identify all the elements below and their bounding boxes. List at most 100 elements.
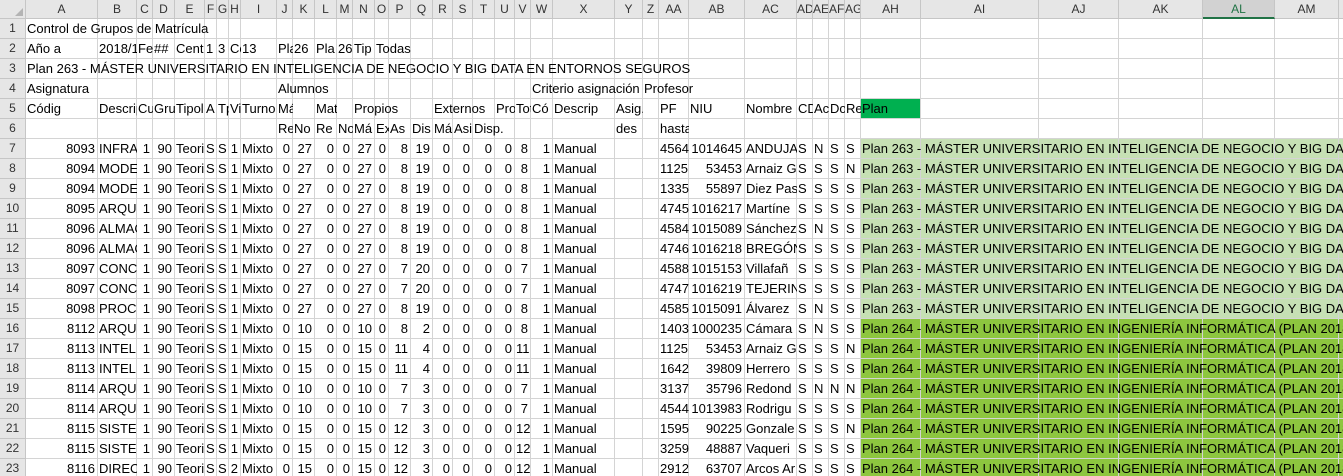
cell-ad11[interactable]: S: [798, 221, 807, 236]
cell-aa23[interactable]: 2912: [660, 461, 689, 476]
cell-c19[interactable]: 1: [142, 381, 150, 396]
cell-x14[interactable]: Manual: [554, 281, 597, 296]
cell-w21[interactable]: 1: [542, 421, 550, 436]
cell-p20[interactable]: 7: [400, 401, 408, 416]
cell-g11[interactable]: S: [218, 221, 227, 236]
cell-g18[interactable]: S: [218, 361, 227, 376]
row-header-8[interactable]: 8: [0, 159, 26, 179]
cell-c9[interactable]: 1: [142, 181, 150, 196]
cell-h8[interactable]: 1: [230, 161, 238, 176]
cell-b2[interactable]: 2018/1: [99, 41, 137, 56]
cell-r16[interactable]: 0: [442, 321, 450, 336]
cell-l21[interactable]: 0: [326, 421, 334, 436]
cell-k19[interactable]: 10: [297, 381, 312, 396]
row-header-2[interactable]: 2: [0, 39, 26, 59]
cell-b11[interactable]: ALMAC: [99, 221, 137, 236]
cell-ae20[interactable]: S: [814, 401, 823, 416]
cell-ac17[interactable]: Arnaiz G: [746, 341, 797, 356]
cell-k14[interactable]: 27: [297, 281, 312, 296]
cell-ac15[interactable]: Álvarez: [746, 301, 790, 316]
cell-ac12[interactable]: BREGÓN: [746, 241, 797, 256]
cell-f8[interactable]: S: [206, 161, 215, 176]
cell-ad22[interactable]: S: [798, 441, 807, 456]
cell-i5[interactable]: Turno: [242, 101, 276, 116]
cell-c13[interactable]: 1: [142, 261, 150, 276]
cell-e7[interactable]: Teori: [176, 141, 205, 156]
cell-g23[interactable]: S: [218, 461, 227, 476]
cell-f19[interactable]: S: [206, 381, 215, 396]
cell-r13[interactable]: 0: [442, 261, 450, 276]
cell-n5[interactable]: Propios: [354, 101, 399, 116]
cell-k8[interactable]: 27: [297, 161, 312, 176]
cell-m2[interactable]: 26: [338, 41, 353, 56]
cell-v12[interactable]: 8: [520, 241, 528, 256]
cell-j9[interactable]: 0: [282, 181, 290, 196]
cell-w13[interactable]: 1: [542, 261, 550, 276]
cell-a22[interactable]: 8115: [67, 441, 95, 456]
cell-ae7[interactable]: N: [814, 141, 824, 156]
cell-ac8[interactable]: Arnaiz G: [746, 161, 797, 176]
cell-e19[interactable]: Teori: [176, 381, 205, 396]
cell-u20[interactable]: 0: [504, 401, 512, 416]
cell-w14[interactable]: 1: [542, 281, 550, 296]
cell-ag8[interactable]: N: [846, 161, 856, 176]
cell-i17[interactable]: Mixto: [242, 341, 274, 356]
cell-c15[interactable]: 1: [142, 301, 150, 316]
cell-h14[interactable]: 1: [230, 281, 238, 296]
cell-p22[interactable]: 12: [393, 441, 408, 456]
cell-x17[interactable]: Manual: [554, 341, 597, 356]
cell-i11[interactable]: Mixto: [242, 221, 274, 236]
cell-x16[interactable]: Manual: [554, 321, 597, 336]
cell-l15[interactable]: 0: [326, 301, 334, 316]
column-header-s[interactable]: S: [453, 0, 473, 19]
cell-p12[interactable]: 8: [400, 241, 408, 256]
cell-d5[interactable]: Gru: [154, 101, 175, 116]
cell-ag7[interactable]: S: [846, 141, 855, 156]
cell-m11[interactable]: 0: [342, 221, 350, 236]
cell-x21[interactable]: Manual: [554, 421, 597, 436]
cell-ag17[interactable]: N: [846, 341, 856, 356]
cell-k22[interactable]: 15: [297, 441, 312, 456]
cell-a21[interactable]: 8115: [67, 421, 95, 436]
cell-af10[interactable]: S: [830, 201, 839, 216]
cell-p8[interactable]: 8: [400, 161, 408, 176]
cell-p7[interactable]: 8: [400, 141, 408, 156]
row-header-5[interactable]: 5: [0, 99, 26, 119]
cell-q9[interactable]: 19: [415, 181, 430, 196]
cell-t9[interactable]: 0: [484, 181, 492, 196]
cell-k11[interactable]: 27: [297, 221, 312, 236]
column-header-aa[interactable]: AA: [659, 0, 689, 19]
cell-o19[interactable]: 0: [378, 381, 386, 396]
cell-g7[interactable]: S: [218, 141, 227, 156]
cell-b23[interactable]: DIRECC: [99, 461, 137, 476]
cell-u12[interactable]: 0: [504, 241, 512, 256]
cell-aa11[interactable]: 4584: [660, 221, 689, 236]
cell-k7[interactable]: 27: [297, 141, 312, 156]
cell-v23[interactable]: 12: [516, 461, 531, 476]
cell-ag18[interactable]: S: [846, 361, 855, 376]
cell-k16[interactable]: 10: [297, 321, 312, 336]
cell-m14[interactable]: 0: [342, 281, 350, 296]
cell-q8[interactable]: 19: [415, 161, 430, 176]
cell-aa17[interactable]: 1125: [660, 341, 688, 356]
cell-w19[interactable]: 1: [542, 381, 550, 396]
cell-ac21[interactable]: Gonzale: [746, 421, 795, 436]
column-header-n[interactable]: N: [353, 0, 375, 19]
cell-b16[interactable]: ARQUIT: [99, 321, 137, 336]
cell-d2[interactable]: ##: [154, 41, 169, 56]
cell-aa8[interactable]: 1125: [660, 161, 688, 176]
cell-k6[interactable]: No: [294, 121, 311, 136]
cell-h21[interactable]: 1: [230, 421, 238, 436]
cell-ae17[interactable]: S: [814, 341, 823, 356]
cell-ag22[interactable]: S: [846, 441, 855, 456]
cell-aa19[interactable]: 3137: [660, 381, 689, 396]
cell-s18[interactable]: 0: [462, 361, 470, 376]
cell-ac22[interactable]: Vaqueri: [746, 441, 790, 456]
cell-ac7[interactable]: ANDUJA: [746, 141, 797, 156]
cell-n21[interactable]: 15: [357, 421, 372, 436]
cell-af23[interactable]: S: [830, 461, 839, 476]
cell-j14[interactable]: 0: [282, 281, 290, 296]
row-header-6[interactable]: 6: [0, 119, 26, 139]
cell-w5[interactable]: Có: [532, 101, 549, 116]
cell-q14[interactable]: 20: [415, 281, 430, 296]
